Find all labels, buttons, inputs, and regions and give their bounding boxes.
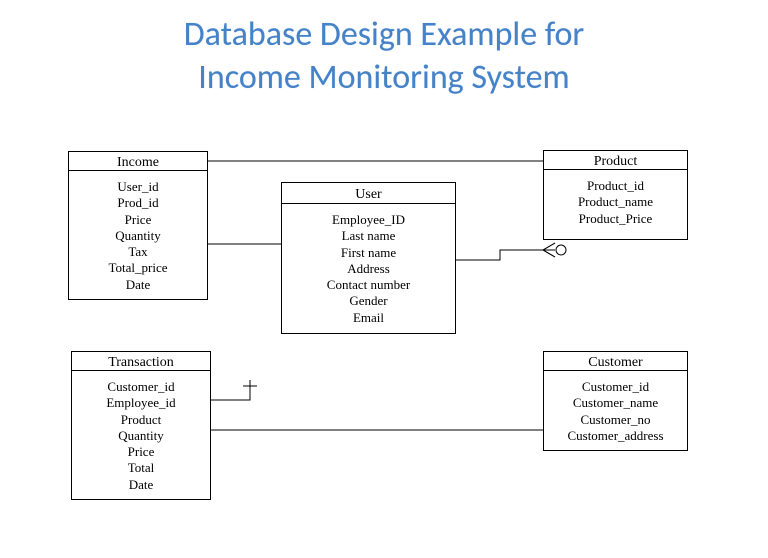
field: Customer_name (548, 395, 683, 411)
page-title: Database Design Example for Income Monit… (0, 0, 768, 99)
entity-body-income: User_idProd_idPriceQuantityTaxTotal_pric… (68, 171, 208, 300)
field: Tax (73, 244, 203, 260)
field: Date (73, 277, 203, 293)
field: Price (76, 444, 206, 460)
entity-body-transaction: Customer_idEmployee_idProductQuantityPri… (71, 371, 211, 500)
field: Quantity (76, 428, 206, 444)
entity-user: UserEmployee_IDLast nameFirst nameAddres… (281, 182, 456, 334)
field: Customer_no (548, 412, 683, 428)
field: Prod_id (73, 195, 203, 211)
field: Date (76, 477, 206, 493)
entity-transaction: TransactionCustomer_idEmployee_idProduct… (71, 351, 211, 500)
field: Product_Price (548, 211, 683, 227)
field: Gender (286, 293, 451, 309)
field: Last name (286, 228, 451, 244)
entity-product: ProductProduct_idProduct_nameProduct_Pri… (543, 150, 688, 240)
title-line-1: Database Design Example for (0, 14, 768, 57)
field: Address (286, 261, 451, 277)
field: Price (73, 212, 203, 228)
entity-header-customer: Customer (543, 351, 688, 371)
field: Employee_id (76, 395, 206, 411)
field: Product_name (548, 194, 683, 210)
entity-header-user: User (281, 182, 456, 204)
field: Email (286, 310, 451, 326)
entity-customer: CustomerCustomer_idCustomer_nameCustomer… (543, 351, 688, 451)
field: Customer_address (548, 428, 683, 444)
entity-header-transaction: Transaction (71, 351, 211, 371)
field: Customer_id (548, 379, 683, 395)
field: Customer_id (76, 379, 206, 395)
entity-income: IncomeUser_idProd_idPriceQuantityTaxTota… (68, 151, 208, 300)
field: Total_price (73, 260, 203, 276)
entity-body-product: Product_idProduct_nameProduct_Price (543, 170, 688, 240)
entity-body-user: Employee_IDLast nameFirst nameAddressCon… (281, 204, 456, 334)
field: Quantity (73, 228, 203, 244)
entity-header-product: Product (543, 150, 688, 170)
title-line-2: Income Monitoring System (0, 57, 768, 100)
field: Total (76, 460, 206, 476)
field: Product (76, 412, 206, 428)
field: Employee_ID (286, 212, 451, 228)
entity-header-income: Income (68, 151, 208, 171)
field: First name (286, 245, 451, 261)
field: Contact number (286, 277, 451, 293)
entity-body-customer: Customer_idCustomer_nameCustomer_noCusto… (543, 371, 688, 451)
field: Product_id (548, 178, 683, 194)
field: User_id (73, 179, 203, 195)
